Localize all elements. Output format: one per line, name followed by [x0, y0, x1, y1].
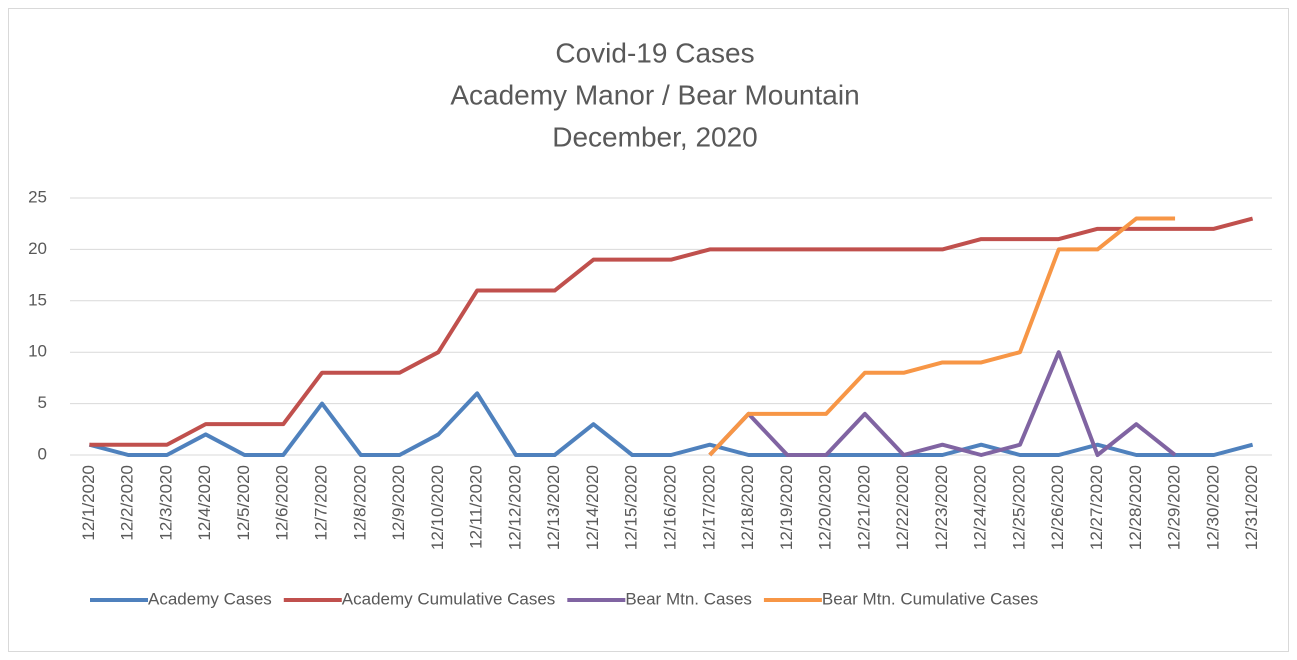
y-tick-label: 5 [38, 393, 47, 412]
line-series [708, 350, 1177, 457]
x-tick-label: 12/20/2020 [816, 465, 835, 550]
legend-label: Bear Mtn. Cumulative Cases [822, 589, 1038, 608]
chart-title: Academy Manor / Bear Mountain [450, 79, 859, 110]
chart-border [8, 8, 1289, 652]
legend-label: Bear Mtn. Cases [625, 589, 752, 608]
chart-title: Covid-19 Cases [555, 37, 754, 68]
x-tick-label: 12/2/2020 [118, 465, 137, 541]
x-tick-label: 12/11/2020 [467, 465, 486, 549]
legend-label: Academy Cumulative Cases [342, 589, 556, 608]
x-tick-label: 12/19/2020 [777, 465, 796, 550]
x-tick-label: 12/31/2020 [1242, 465, 1261, 550]
x-tick-label: 12/6/2020 [273, 465, 292, 541]
x-tick-label: 12/21/2020 [854, 465, 873, 550]
x-tick-label: 12/8/2020 [350, 465, 369, 541]
x-tick-label: 12/26/2020 [1048, 465, 1067, 550]
x-tick-label: 12/23/2020 [932, 465, 951, 550]
line-series [88, 391, 1254, 457]
x-tick-label: 12/12/2020 [505, 465, 524, 550]
x-tick-label: 12/29/2020 [1165, 465, 1184, 550]
x-tick-label: 12/25/2020 [1009, 465, 1028, 550]
x-tick-label: 12/10/2020 [428, 465, 447, 550]
x-tick-label: 12/4/2020 [195, 465, 214, 541]
x-tick-label: 12/27/2020 [1087, 465, 1106, 550]
y-tick-label: 15 [28, 290, 47, 309]
x-tick-label: 12/3/2020 [156, 465, 175, 541]
x-tick-label: 12/13/2020 [544, 465, 563, 550]
x-tick-label: 12/9/2020 [389, 465, 408, 541]
x-tick-label: 12/24/2020 [971, 465, 990, 550]
y-tick-label: 20 [28, 239, 47, 258]
legend-label: Academy Cases [148, 589, 272, 608]
y-tick-label: 10 [28, 342, 47, 361]
x-tick-label: 12/5/2020 [234, 465, 253, 541]
x-tick-label: 12/18/2020 [738, 465, 757, 550]
x-tick-label: 12/17/2020 [699, 465, 718, 550]
x-tick-label: 12/7/2020 [312, 465, 331, 541]
chart-title: December, 2020 [552, 121, 757, 152]
y-tick-label: 25 [28, 187, 47, 206]
x-tick-label: 12/14/2020 [583, 465, 602, 550]
x-tick-label: 12/28/2020 [1126, 465, 1145, 550]
y-tick-label: 0 [38, 444, 47, 463]
x-tick-label: 12/15/2020 [622, 465, 641, 550]
line-series [708, 216, 1176, 457]
x-tick-label: 12/16/2020 [660, 465, 679, 550]
line-series [89, 216, 1254, 447]
x-tick-label: 12/22/2020 [893, 465, 912, 550]
x-tick-label: 12/1/2020 [79, 465, 98, 541]
x-tick-label: 12/30/2020 [1203, 465, 1222, 550]
